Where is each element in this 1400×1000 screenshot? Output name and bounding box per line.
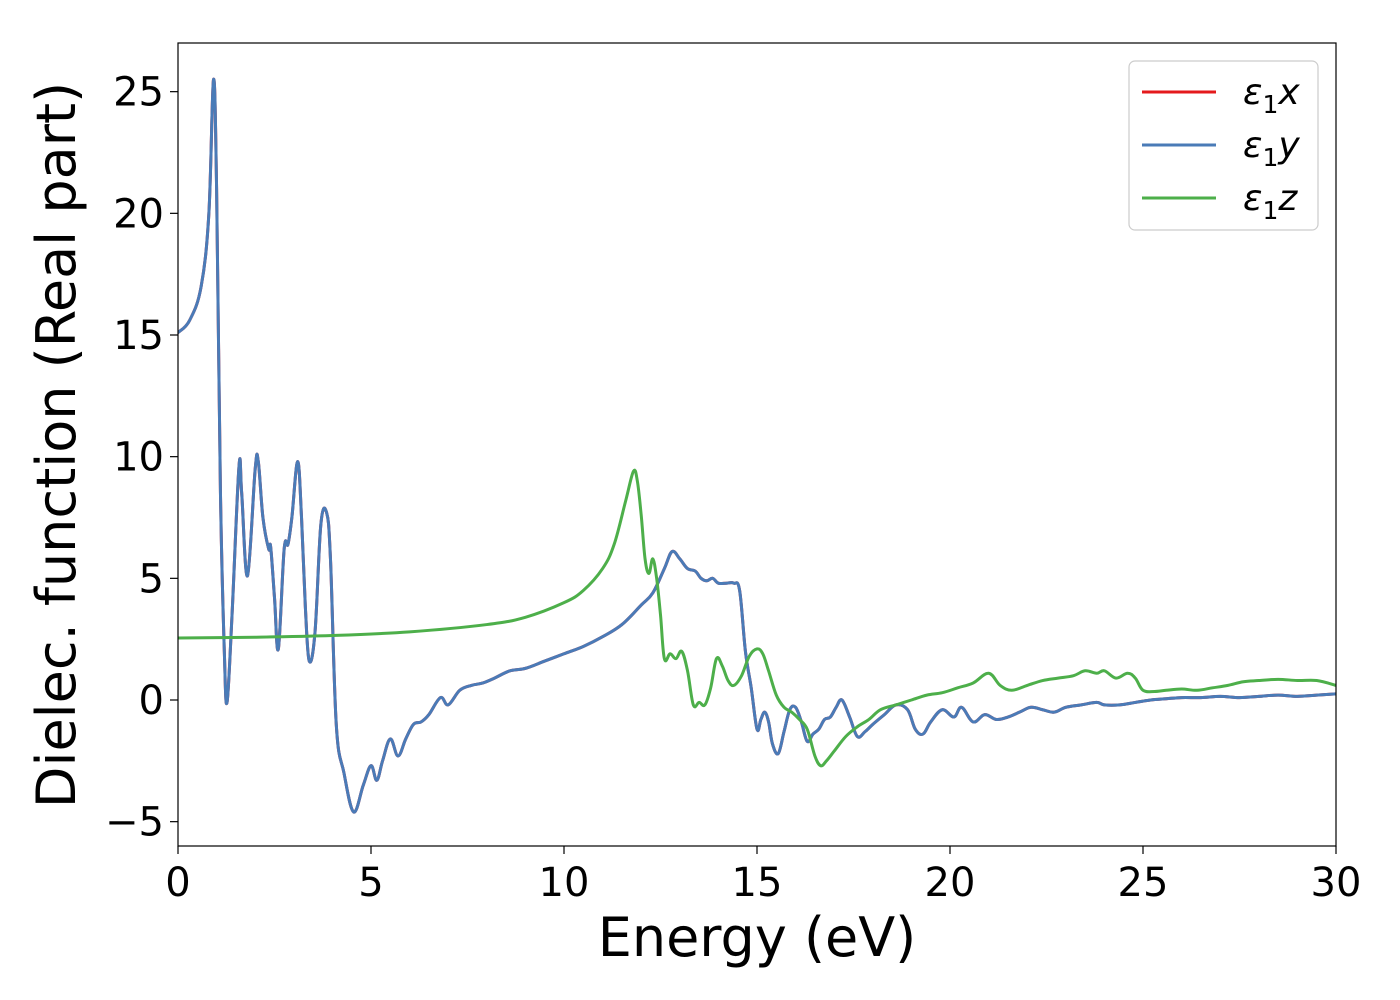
x-axis-label: Energy (eV)	[598, 906, 917, 969]
legend-label: ε1y	[1243, 125, 1300, 172]
x-tick-label: 15	[732, 860, 783, 906]
series-layer	[178, 77, 1336, 814]
x-tick-label: 5	[358, 860, 383, 906]
y-tick-label: 15	[113, 313, 164, 359]
y-tick-label: −5	[105, 800, 164, 846]
legend-label: ε1z	[1243, 178, 1298, 225]
y-tick-label: 25	[113, 70, 164, 116]
y-tick-label: 0	[139, 678, 164, 724]
x-tick-label: 20	[925, 860, 976, 906]
x-tick-label: 0	[165, 860, 190, 906]
legend-item-y: ε1y	[1142, 125, 1300, 172]
y-axis: −5 0 5 10 15 20 25	[105, 70, 178, 846]
x-axis: 0 5 10 15 20 25 30	[165, 846, 1361, 906]
x-tick-label: 10	[539, 860, 590, 906]
series-line-z	[178, 468, 1336, 768]
series-line-y	[178, 77, 1336, 814]
legend-item-z: ε1z	[1142, 178, 1298, 225]
x-tick-label: 25	[1118, 860, 1169, 906]
y-tick-label: 10	[113, 435, 164, 481]
y-tick-label: 20	[113, 191, 164, 237]
y-tick-label: 5	[139, 556, 164, 602]
y-axis-label: Dielec. function (Real part)	[25, 82, 88, 808]
legend: ε1x ε1y ε1z	[1128, 60, 1319, 231]
legend-label: ε1x	[1243, 72, 1300, 119]
legend-box	[1128, 60, 1319, 231]
x-tick-label: 30	[1311, 860, 1362, 906]
legend-item-x: ε1x	[1142, 72, 1300, 119]
